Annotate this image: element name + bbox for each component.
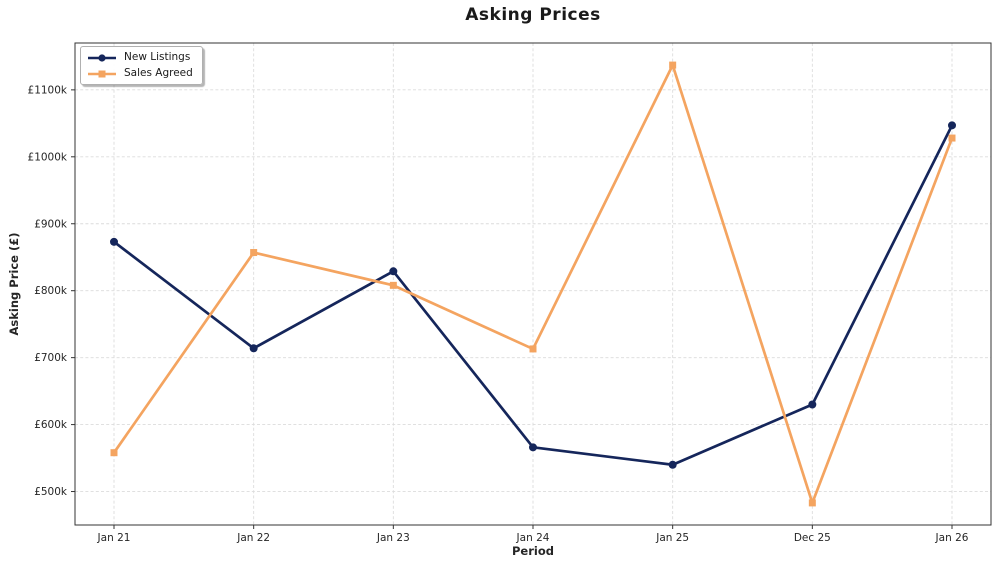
data-point-marker bbox=[529, 345, 537, 353]
x-tick-label: Jan 23 bbox=[376, 532, 410, 544]
data-point-marker bbox=[110, 237, 118, 246]
x-axis-label: Period bbox=[512, 544, 554, 558]
y-tick-label: £900k bbox=[34, 218, 68, 230]
data-point-marker bbox=[948, 134, 956, 142]
x-tick-label: Jan 22 bbox=[236, 532, 270, 544]
chart-title: Asking Prices bbox=[465, 5, 601, 25]
data-point-marker bbox=[389, 267, 398, 276]
data-point-marker bbox=[250, 249, 258, 257]
legend-item-new-listings: New Listings bbox=[87, 51, 193, 64]
legend-label: Sales Agreed bbox=[124, 67, 193, 79]
data-point-marker bbox=[808, 499, 816, 507]
data-point-marker bbox=[389, 281, 397, 289]
y-tick-label: £1100k bbox=[28, 84, 68, 96]
y-tick-label: £500k bbox=[34, 486, 68, 498]
y-axis-label: Asking Price (£) bbox=[7, 232, 21, 336]
x-tick-label: Jan 25 bbox=[655, 532, 689, 544]
legend: New Listings Sales Agreed bbox=[80, 46, 203, 85]
y-tick-label: £600k bbox=[34, 419, 68, 431]
x-tick-label: Jan 26 bbox=[935, 532, 969, 544]
line-circle-marker-icon bbox=[88, 53, 116, 62]
data-point-marker bbox=[110, 449, 118, 457]
legend-label: New Listings bbox=[124, 51, 191, 63]
y-tick-label: £700k bbox=[34, 352, 68, 364]
data-point-marker bbox=[808, 400, 817, 409]
data-point-marker bbox=[948, 121, 956, 130]
y-tick-label: £1000k bbox=[28, 151, 68, 163]
x-tick-label: Jan 24 bbox=[516, 532, 550, 544]
data-point-marker bbox=[529, 443, 537, 452]
x-tick-label: Dec 25 bbox=[794, 532, 831, 544]
line-square-marker-icon bbox=[88, 70, 116, 77]
data-point-marker bbox=[249, 344, 258, 353]
y-tick-label: £800k bbox=[34, 285, 68, 297]
legend-item-sales-agreed: Sales Agreed bbox=[87, 67, 193, 80]
data-point-marker bbox=[669, 61, 677, 69]
x-tick-label: Jan 21 bbox=[97, 532, 131, 544]
data-point-marker bbox=[668, 460, 677, 469]
